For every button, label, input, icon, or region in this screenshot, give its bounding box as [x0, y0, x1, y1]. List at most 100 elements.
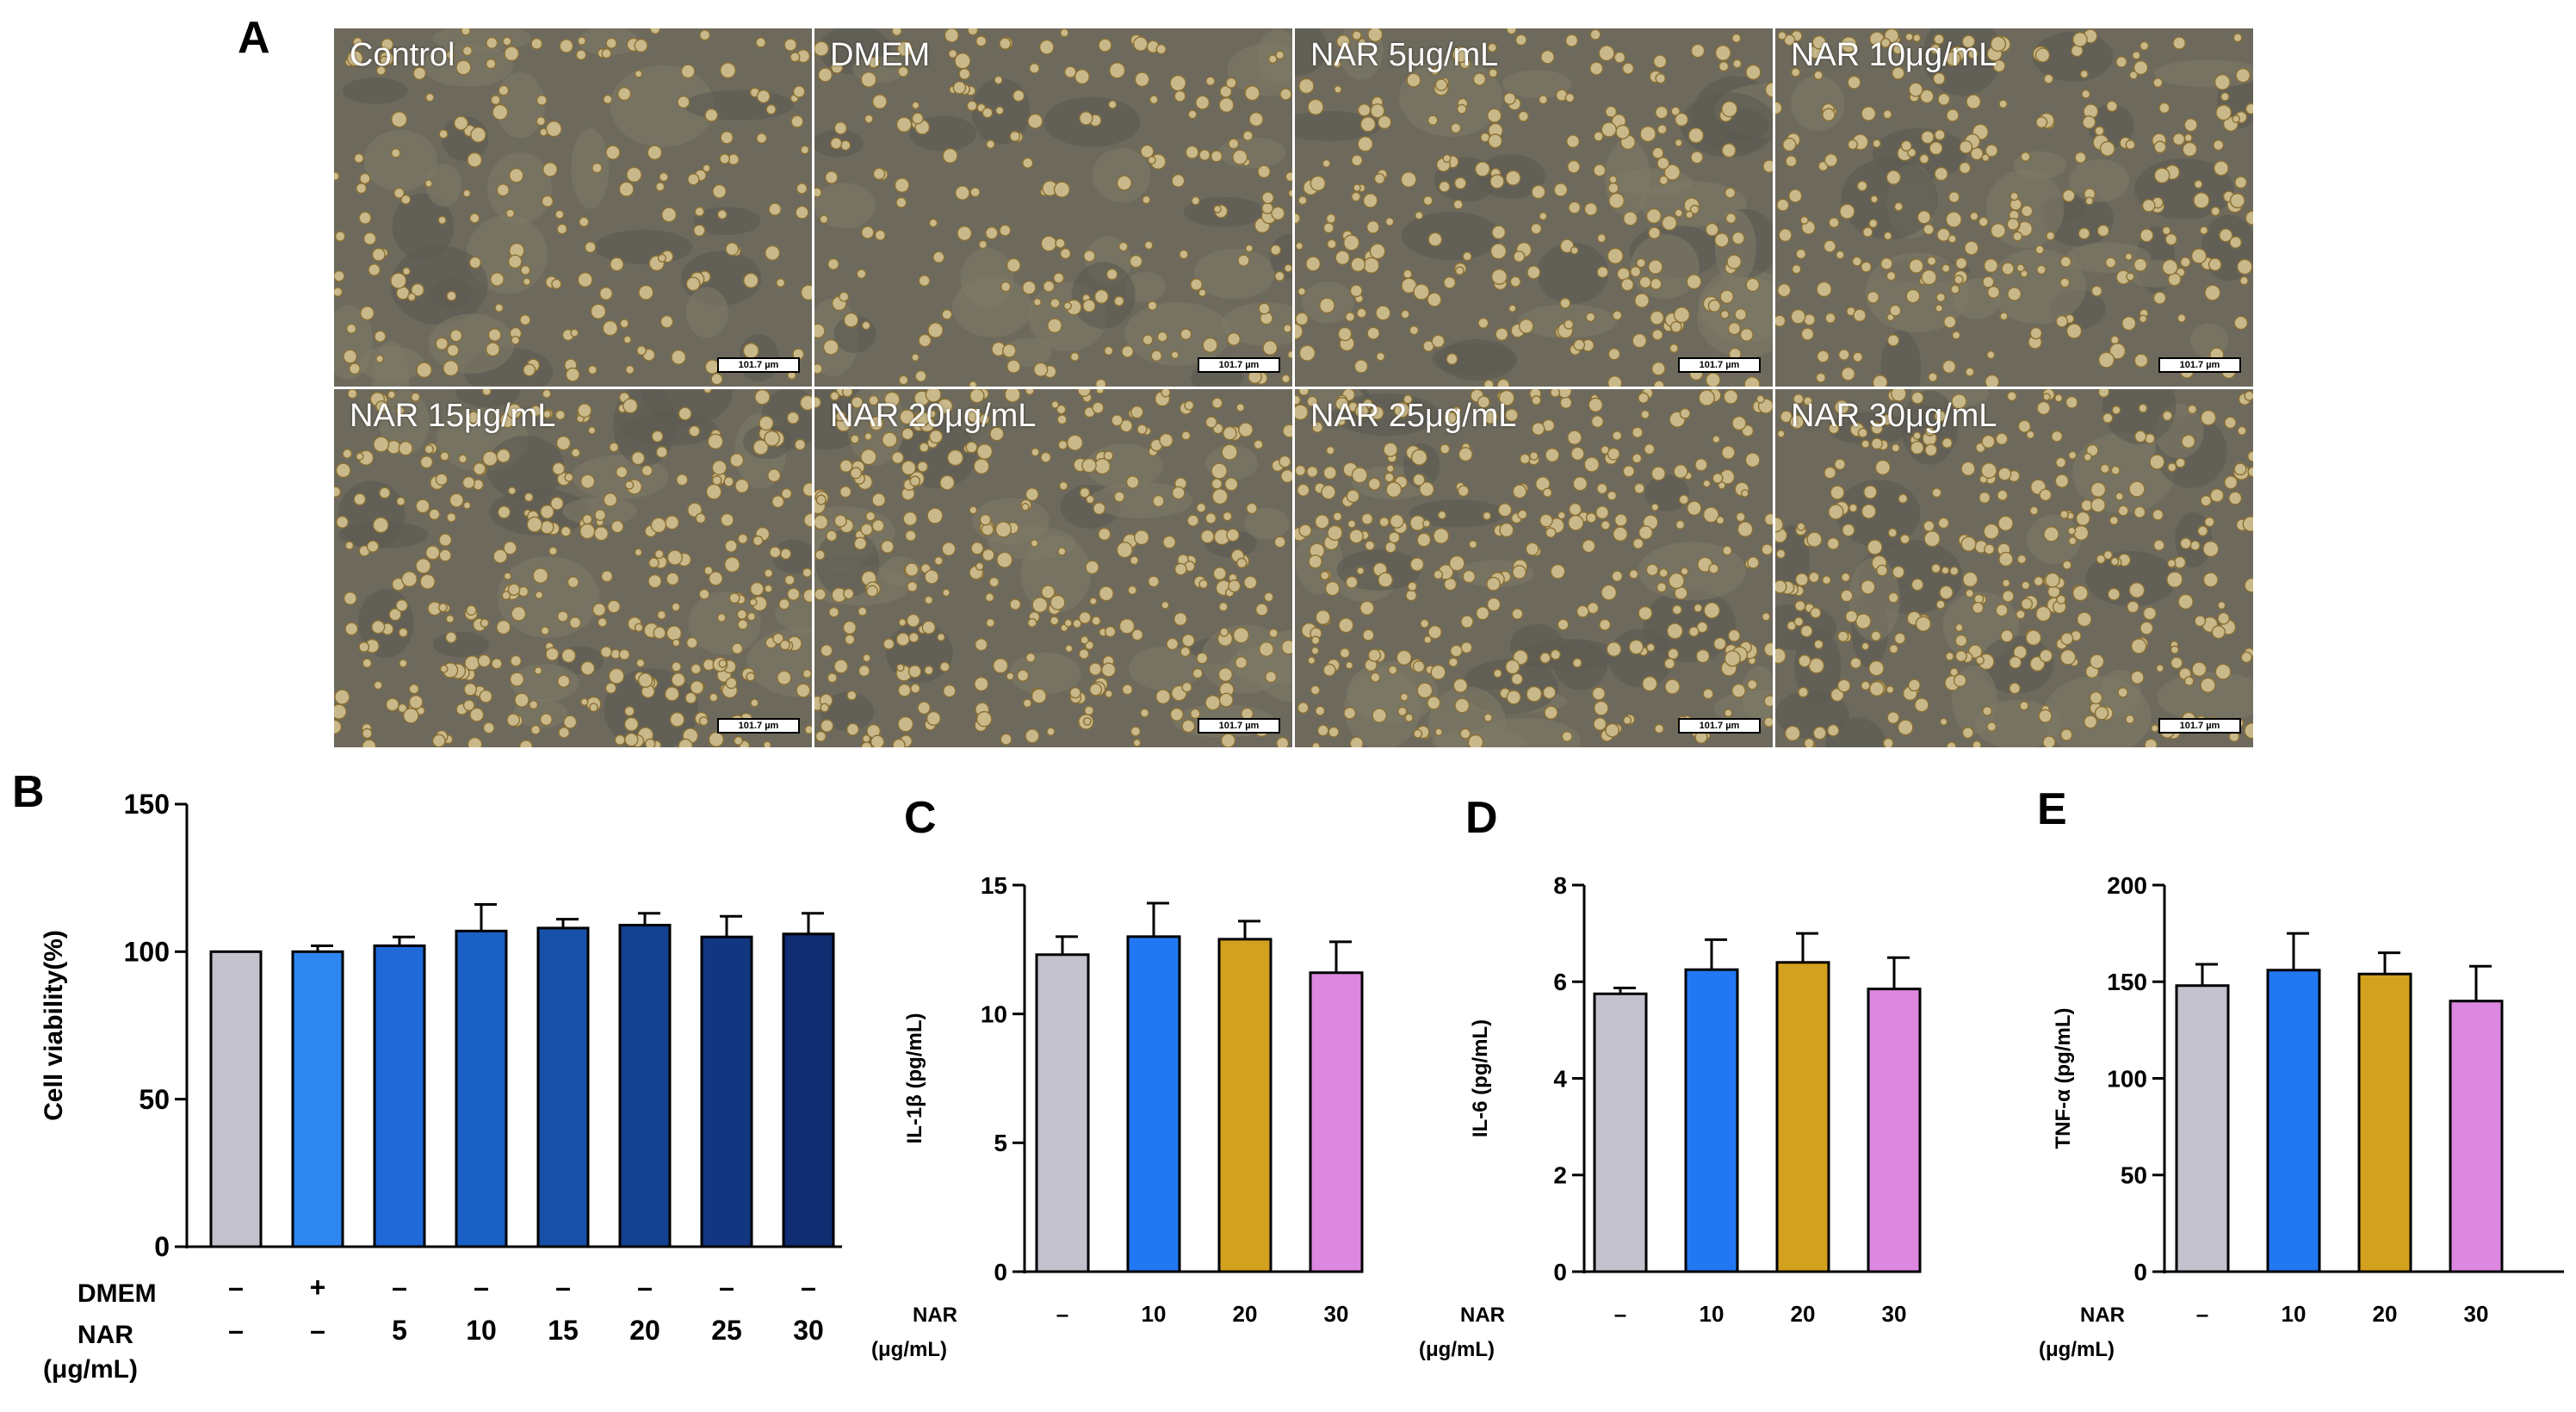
y-tick-label: 50	[139, 1084, 170, 1115]
scale-bar: 101.7 µm	[1678, 718, 1761, 734]
micrograph-label: NAR 15μg/mL	[350, 398, 556, 434]
bar	[618, 923, 672, 1248]
micrograph-label: NAR 20μg/mL	[830, 398, 1037, 434]
scale-bar: 101.7 µm	[2158, 718, 2241, 734]
panel-label-b: B	[12, 767, 45, 817]
bar	[1867, 988, 1922, 1273]
x-row-label: (μg/mL)	[1419, 1338, 1495, 1361]
bar	[1684, 968, 1739, 1273]
y-tick-label: 200	[2107, 872, 2147, 899]
bar	[1775, 961, 1830, 1273]
micrograph-nar-5: NAR 5μg/mL 101.7 µm	[1295, 28, 1773, 387]
x-tick-label: 5	[392, 1315, 407, 1346]
y-tick-label: 5	[994, 1130, 1007, 1156]
y-tick-label: 0	[2133, 1259, 2147, 1285]
y-tick-label: 100	[124, 937, 170, 968]
micrograph-control: Control 101.7 µm	[334, 28, 812, 387]
x-tick-label: –	[801, 1272, 816, 1303]
x-row-label: (μg/mL)	[871, 1338, 947, 1361]
bar	[536, 926, 590, 1248]
bar	[455, 929, 508, 1248]
x-tick-label: –	[2196, 1301, 2208, 1327]
bar	[1593, 992, 1648, 1273]
x-tick-label: –	[555, 1272, 571, 1303]
y-axis-label: Cell viability(%)	[40, 930, 68, 1121]
x-tick-label: –	[228, 1315, 244, 1346]
x-tick-label: 30	[793, 1315, 824, 1346]
x-row-label: NAR	[913, 1304, 957, 1327]
bar	[1217, 938, 1273, 1273]
scale-bar: 101.7 µm	[717, 357, 800, 373]
micrograph-nar-10: NAR 10μg/mL 101.7 µm	[1775, 28, 2253, 387]
bar	[2266, 969, 2321, 1273]
x-tick-label: 20	[2373, 1301, 2398, 1327]
x-tick-label: 15	[548, 1315, 579, 1346]
x-tick-label: 10	[1142, 1301, 1167, 1327]
micrograph-label: NAR 30μg/mL	[1791, 398, 1997, 434]
x-tick-label: 30	[1882, 1301, 1907, 1327]
bar	[291, 950, 344, 1248]
micrograph-label: NAR 25μg/mL	[1310, 398, 1517, 434]
x-tick-label: 20	[1791, 1301, 1816, 1327]
y-tick-label: 2	[1553, 1162, 1567, 1189]
scale-bar: 101.7 µm	[1198, 357, 1280, 373]
bar	[209, 950, 263, 1248]
micrograph-texture	[1295, 28, 1773, 387]
panel-label-e: E	[2037, 784, 2067, 834]
x-tick-label: –	[719, 1272, 734, 1303]
x-tick-label: 20	[1233, 1301, 1258, 1327]
scale-bar: 101.7 µm	[2158, 357, 2241, 373]
x-row-label: (μg/mL)	[43, 1355, 138, 1384]
micrograph-grid: Control 101.7 µm DMEM 101.7 µm NAR 5μg/m…	[334, 28, 2253, 747]
bar	[2357, 972, 2412, 1273]
micrograph-texture	[1295, 389, 1773, 747]
x-tick-label: 30	[1324, 1301, 1349, 1327]
x-tick-label: –	[637, 1272, 653, 1303]
x-tick-label: –	[228, 1272, 244, 1303]
y-tick-label: 150	[124, 789, 170, 820]
panel-label-c: C	[904, 793, 937, 843]
x-tick-label: 10	[466, 1315, 497, 1346]
y-tick-label: 0	[994, 1259, 1007, 1285]
y-tick-label: 50	[2121, 1162, 2147, 1189]
micrograph-nar-20: NAR 20μg/mL 101.7 µm	[814, 389, 1292, 747]
y-tick-label: 100	[2107, 1065, 2147, 1092]
micrograph-texture	[334, 28, 812, 387]
x-tick-label: –	[392, 1272, 407, 1303]
y-tick-label: 15	[981, 872, 1007, 899]
bar	[2449, 1000, 2504, 1273]
bar	[2175, 984, 2230, 1273]
bar	[1035, 953, 1090, 1273]
y-axis-label: TNF-α (pg/mL)	[2052, 1007, 2075, 1149]
y-tick-label: 0	[154, 1231, 170, 1262]
x-row-label: NAR	[1460, 1304, 1505, 1327]
scale-bar: 101.7 µm	[1678, 357, 1761, 373]
x-row-label: NAR	[2080, 1304, 2125, 1327]
x-tick-label: 10	[1700, 1301, 1725, 1327]
y-tick-label: 4	[1553, 1065, 1567, 1092]
x-tick-label: –	[1056, 1301, 1068, 1327]
y-tick-label: 6	[1553, 969, 1567, 995]
bar	[373, 944, 426, 1248]
y-tick-label: 10	[981, 1000, 1007, 1027]
micrograph-label: Control	[350, 37, 455, 73]
x-tick-label: +	[310, 1272, 326, 1303]
x-tick-label: 20	[629, 1315, 660, 1346]
y-axis-label: IL-1β (pg/mL)	[903, 1013, 926, 1144]
x-tick-label: 10	[2282, 1301, 2307, 1327]
scale-bar: 101.7 µm	[717, 718, 800, 734]
x-tick-label: –	[310, 1315, 325, 1346]
micrograph-texture	[1775, 389, 2253, 747]
x-row-label: NAR	[77, 1321, 133, 1349]
y-tick-label: 150	[2107, 969, 2147, 995]
micrograph-dmem: DMEM 101.7 µm	[814, 28, 1292, 387]
micrograph-label: DMEM	[830, 37, 931, 73]
y-axis-label: IL-6 (pg/mL)	[1469, 1019, 1492, 1137]
scale-bar: 101.7 µm	[1198, 718, 1280, 734]
micrograph-label: NAR 10μg/mL	[1791, 37, 1997, 73]
bar	[782, 932, 835, 1248]
y-tick-label: 0	[1553, 1259, 1567, 1285]
x-tick-label: 25	[711, 1315, 742, 1346]
bar	[1309, 971, 1364, 1273]
